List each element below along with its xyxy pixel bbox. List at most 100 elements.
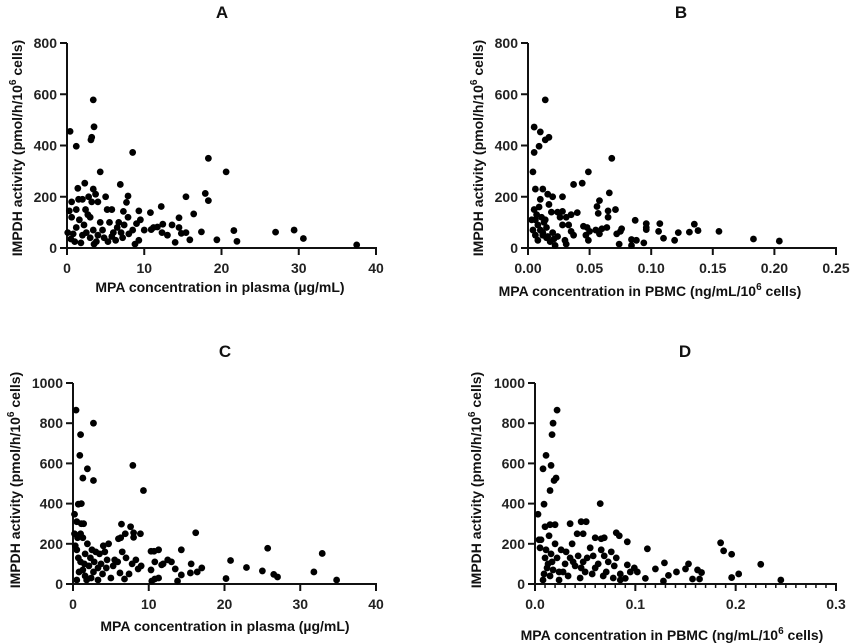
data-point [201,190,209,197]
data-point [164,556,172,564]
data-point [540,570,548,578]
data-point [674,229,682,237]
y-axis-label: IMPDH activity (pmol/h/106 cells) [8,40,25,256]
data-point [559,207,566,215]
data-point [129,462,137,469]
data-point [673,568,680,576]
y-tick-label: 0 [49,240,57,256]
data-point [541,96,549,104]
data-point [80,520,88,528]
data-point [121,575,128,583]
data-point [90,477,97,484]
data-point [694,566,701,574]
data-point [77,500,85,507]
y-axis-label-suffix: cells) [470,40,486,80]
data-point [135,207,143,215]
data-point [122,554,130,562]
data-point [552,474,560,482]
data-point [158,561,166,569]
data-point [598,225,606,233]
x-tick-label: 20 [214,260,230,276]
data-point [605,189,613,197]
x-axis-label-text: MPA concentration in plasma (µg/mL) [95,279,344,295]
data-point [613,230,621,238]
data-point [233,237,241,245]
data-point [574,552,582,560]
data-point [577,518,585,526]
y-tick-label: 800 [502,415,526,431]
data-point [198,564,206,572]
data-point [539,576,547,584]
data-point [66,128,74,135]
data-point [728,550,736,558]
y-tick-label: 600 [502,455,526,471]
data-point [99,542,107,550]
data-point [539,185,547,193]
data-point [610,562,618,570]
data-point [94,564,102,572]
data-point [559,221,566,229]
data-point [71,238,79,245]
y-axis-label-superscript: 6 [467,411,478,417]
data-point [545,133,553,141]
data-point [353,241,361,249]
y-tick-label: 200 [40,536,64,552]
data-point [204,154,212,162]
data-point [631,216,639,224]
data-point [177,546,185,554]
data-point [593,203,601,210]
x-tick-label: 0.0 [525,596,545,612]
data-point [68,213,76,221]
data-point [546,572,554,580]
data-point [628,236,635,243]
data-point [607,548,615,556]
data-point [79,474,87,482]
data-point [140,226,148,234]
x-tick-label: 0 [69,596,77,612]
y-tick-label: 400 [34,138,58,154]
data-point [171,565,179,573]
data-point [79,231,86,239]
data-point [534,236,542,244]
data-point [83,465,91,473]
data-point [71,530,78,538]
data-point [567,227,575,235]
data-point [80,221,88,229]
data-point [591,534,599,542]
data-point [534,510,542,518]
data-point [594,210,602,217]
data-point [116,181,124,188]
data-point [123,198,130,206]
data-point [134,565,142,573]
data-point [75,195,82,203]
data-point [120,221,128,229]
data-point [628,242,635,249]
data-point [757,560,765,568]
y-axis-label-text: IMPDH activity (pmol/h/10 [470,85,486,256]
data-point [103,556,111,564]
data-point [534,221,542,229]
data-point [596,500,604,507]
data-point [230,227,238,234]
y-tick-label: 1000 [494,375,525,391]
data-point [90,568,97,576]
data-point [90,123,98,131]
data-point [612,554,620,562]
data-point [87,574,95,582]
data-point [73,576,81,584]
data-point [99,570,106,578]
data-point [545,532,553,540]
x-tick-label: 0.00 [514,260,541,276]
y-axis-label: IMPDH activity (pmol/h/106 cells) [469,40,486,256]
data-point [551,540,559,548]
y-axis-label-superscript: 6 [469,79,480,85]
data-point [118,520,125,528]
data-point [562,548,570,556]
y-tick-label: 400 [495,138,519,154]
y-tick-label: 800 [34,35,58,51]
data-point [535,203,543,211]
x-axis-label: MPA concentration in PBMC (ng/mL/106 cel… [521,626,824,643]
x-axis-label-superscript: 6 [756,282,762,293]
data-point [652,565,659,573]
data-point [102,193,110,201]
